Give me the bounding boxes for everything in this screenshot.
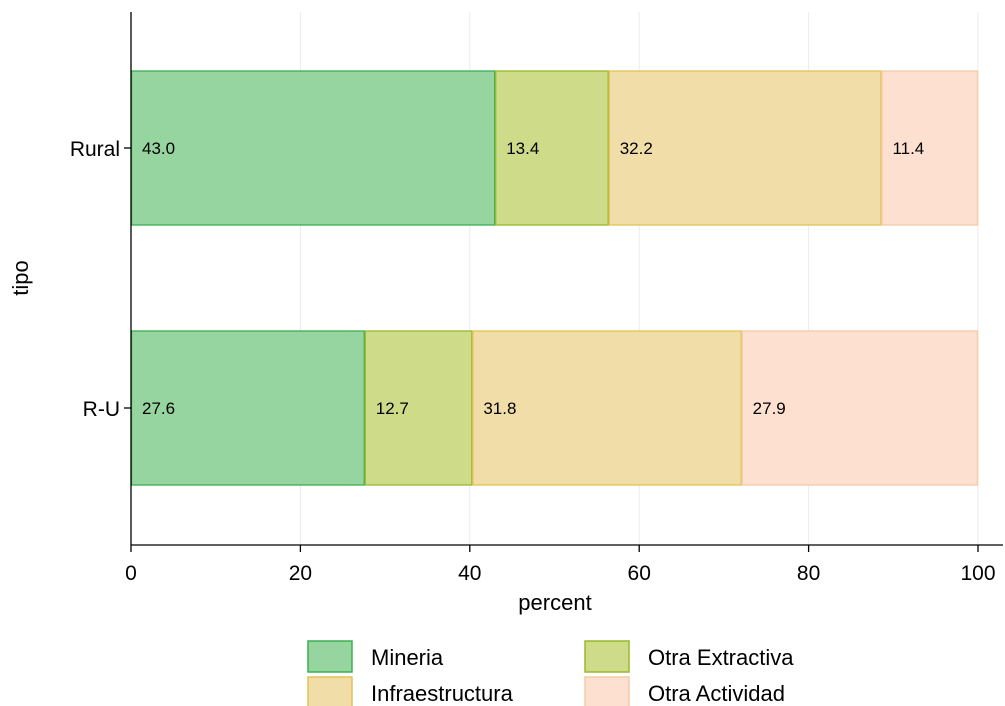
legend-swatch-infraestructura xyxy=(307,676,353,706)
data-label-r-u-2: 31.8 xyxy=(483,399,516,418)
data-label-rural-1: 13.4 xyxy=(506,139,539,158)
x-tick-label-80: 80 xyxy=(797,562,820,585)
bar-rural-otra-actividad xyxy=(881,70,979,226)
legend-label-infraestructura: Infraestructura xyxy=(371,681,514,706)
bar-rural-infraestructura xyxy=(608,70,882,226)
data-label-rural-3: 11.4 xyxy=(892,139,924,158)
data-label-r-u-1: 12.7 xyxy=(376,399,409,418)
bar-rural-otra-extractiva xyxy=(495,70,609,226)
data-label-r-u-0: 27.6 xyxy=(142,399,175,418)
y-tick-label-rural: Rural xyxy=(70,138,120,161)
bars xyxy=(130,70,979,486)
data-labels: 43.0 13.4 32.2 11.4 27.6 12.7 31.8 27.9 xyxy=(142,139,924,418)
legend-label-otra-extractiva: Otra Extractiva xyxy=(648,645,794,670)
x-axis-title: percent xyxy=(518,590,591,615)
bar-r-u-otra-extractiva xyxy=(364,330,473,486)
legend-swatch-otra-actividad xyxy=(584,676,630,706)
axes: 0 20 40 60 80 100 Rural R-U xyxy=(70,12,1003,585)
x-tick-label-0: 0 xyxy=(125,562,137,585)
data-label-rural-2: 32.2 xyxy=(620,139,653,158)
data-label-rural-0: 43.0 xyxy=(142,139,175,158)
legend-swatch-mineria xyxy=(307,640,353,673)
data-label-r-u-3: 27.9 xyxy=(753,399,786,418)
y-tick-label-r-u: R-U xyxy=(83,398,120,421)
x-tick-label-40: 40 xyxy=(458,562,481,585)
legend-swatch-otra-extractiva xyxy=(584,640,630,673)
bar-r-u-infraestructura xyxy=(472,330,742,486)
x-tick-label-60: 60 xyxy=(628,562,651,585)
bar-r-u-otra-actividad xyxy=(741,330,979,486)
x-tick-label-100: 100 xyxy=(960,562,995,585)
legend-label-otra-actividad: Otra Actividad xyxy=(648,681,785,706)
y-axis-title: tipo xyxy=(8,260,33,295)
legend: Mineria Otra Extractiva Infraestructura Otr… xyxy=(307,640,794,706)
bar-r-u-mineria xyxy=(130,330,365,486)
bar-rural-mineria xyxy=(130,70,496,226)
x-tick-label-20: 20 xyxy=(289,562,312,585)
legend-label-mineria: Mineria xyxy=(371,645,444,670)
